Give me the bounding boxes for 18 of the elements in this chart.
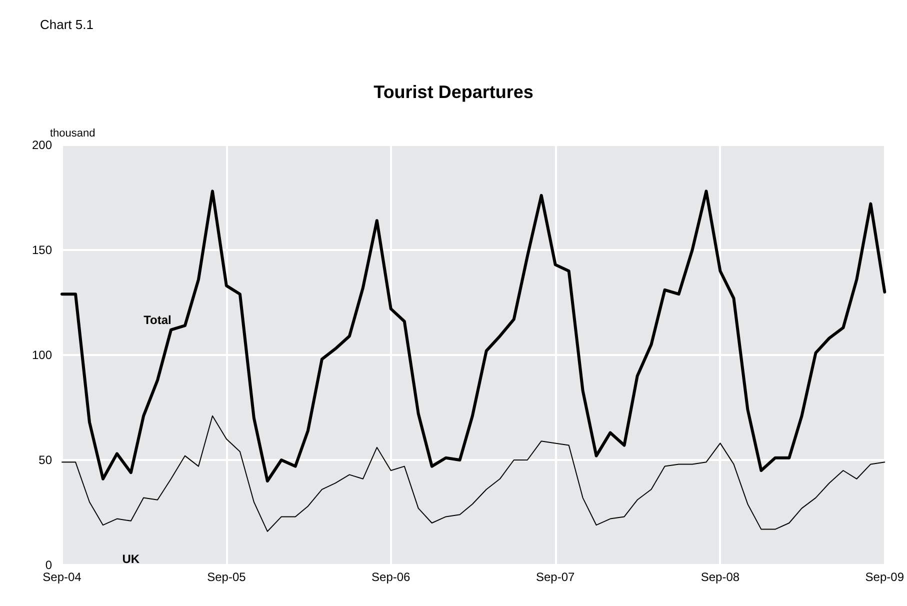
x-tick-label: Sep-05	[207, 570, 246, 584]
chart-title: Tourist Departures	[374, 82, 534, 102]
y-tick-label: 100	[32, 348, 52, 362]
x-tick-label: Sep-07	[536, 570, 575, 584]
x-tick-label: Sep-08	[700, 570, 740, 584]
x-tick-label: Sep-09	[865, 570, 904, 584]
y-tick-label: 200	[32, 138, 52, 152]
x-tick-label: Sep-04	[42, 570, 82, 584]
y-tick-label: 0	[45, 558, 52, 572]
line-series	[60, 190, 886, 482]
y-axis-title: thousand	[50, 128, 96, 140]
y-tick-label: 50	[38, 453, 52, 467]
text: UK	[122, 552, 140, 566]
series-label: Total	[144, 313, 172, 328]
x-tick-label: Sep-06	[372, 570, 411, 584]
y-tick-label: 150	[32, 243, 52, 257]
caption: Chart 5.1	[40, 17, 94, 32]
line-series	[62, 415, 886, 532]
